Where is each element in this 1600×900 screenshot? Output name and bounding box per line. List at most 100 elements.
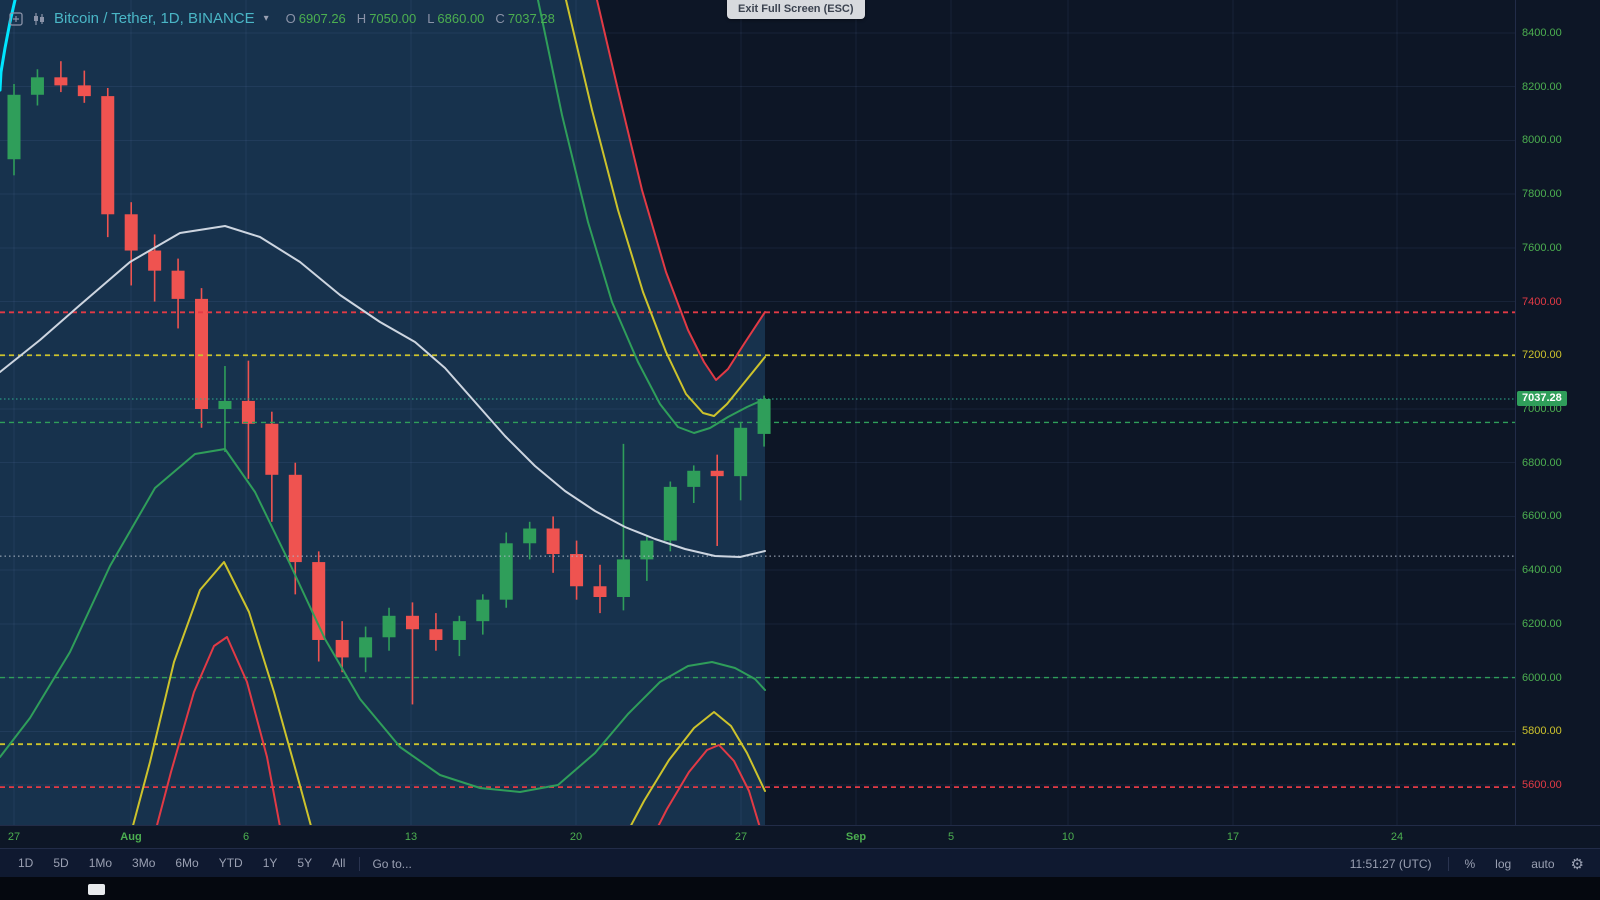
- candle-body: [757, 398, 771, 434]
- candle-body: [523, 528, 537, 544]
- timeframe-6mo[interactable]: 6Mo: [175, 856, 199, 870]
- price-tick-label: 7600.00: [1522, 241, 1562, 254]
- price-tick-label: 7800.00: [1522, 188, 1562, 201]
- candle-body: [405, 615, 419, 630]
- price-tick-label: 6600.00: [1522, 510, 1562, 523]
- candle-body: [687, 470, 701, 487]
- price-tick-label: 8400.00: [1522, 27, 1562, 39]
- candle-body: [77, 85, 91, 97]
- candle-body: [335, 639, 349, 658]
- timeframe-5y[interactable]: 5Y: [297, 856, 313, 870]
- price-tick-label: 7000.00: [1522, 403, 1562, 415]
- percent-scale-button[interactable]: %: [1464, 856, 1476, 871]
- price-tick-label: 6000.00: [1522, 671, 1562, 684]
- candle-body: [452, 621, 466, 640]
- candle-body: [101, 96, 115, 215]
- ohlc-high: H 7050.00: [356, 11, 417, 26]
- price-tick-label: 8200.00: [1522, 80, 1562, 93]
- candle-body: [640, 540, 654, 560]
- candle-body: [265, 423, 279, 475]
- timeframe-group: 1D 5D 1Mo 3Mo 6Mo YTD 1Y 5Y All: [0, 849, 355, 878]
- ohlc-close: C 7037.28: [495, 11, 555, 26]
- time-tick-label: 6: [242, 831, 250, 843]
- corner-cyan-curve: [0, 0, 17, 92]
- candle-body: [616, 559, 630, 597]
- timeframe-5d[interactable]: 5D: [53, 856, 69, 870]
- candle-body: [359, 637, 373, 658]
- timeframe-ytd[interactable]: YTD: [218, 856, 243, 870]
- time-tick-label: 10: [1061, 831, 1075, 843]
- candle-body: [312, 562, 326, 640]
- band-upper-red: [596, 0, 766, 381]
- price-tick-label: 7200.00: [1522, 349, 1562, 362]
- time-tick-label: 13: [404, 831, 418, 843]
- candle-body: [429, 629, 443, 640]
- candle-body: [148, 250, 162, 271]
- price-tick-label: 6200.00: [1522, 617, 1562, 630]
- candle-body: [171, 270, 185, 299]
- candle-body: [7, 94, 21, 160]
- candle-body: [710, 470, 724, 477]
- timeframe-1d[interactable]: 1D: [18, 856, 34, 870]
- candle-body: [499, 543, 513, 600]
- price-tick-label: 6400.00: [1522, 564, 1562, 577]
- price-tick-label: 5600.00: [1522, 779, 1562, 791]
- time-tick-label: 20: [569, 831, 583, 843]
- candle-body: [476, 599, 490, 622]
- bottom-strip-indicator: [88, 884, 105, 895]
- band-lower-yellow-left: [132, 561, 312, 825]
- band-upper-yellow: [565, 0, 766, 417]
- price-axis[interactable]: 8400.00 8200.00 8000.00 7800.00 7600.00 7400.…: [1515, 0, 1600, 825]
- time-tick-label: 27: [734, 831, 748, 843]
- candle-body: [124, 214, 138, 251]
- band-lower-green: [0, 448, 766, 793]
- price-tick-label: 8000.00: [1522, 134, 1562, 147]
- time-axis[interactable]: 27 Aug 6 13 20 27 Sep 5 10 17 24: [0, 825, 1600, 849]
- exit-fullscreen-tooltip: Exit Full Screen (ESC): [727, 0, 865, 19]
- time-tick-label: 5: [947, 831, 955, 843]
- band-fill-region: [0, 0, 765, 825]
- candle-body: [288, 474, 302, 563]
- chart-canvas[interactable]: [0, 0, 1515, 825]
- time-tick-label: Aug: [120, 831, 142, 843]
- candle-body: [382, 615, 396, 638]
- toolbar-right-group: 11:51:27 (UTC) % log auto ⚙: [1342, 855, 1600, 873]
- candle-body: [241, 400, 255, 424]
- candle-body: [593, 586, 607, 597]
- candle-body: [570, 554, 584, 587]
- candle-body: [734, 427, 748, 477]
- auto-scale-button[interactable]: auto: [1531, 856, 1555, 871]
- band-lower-yellow-right: [630, 711, 766, 825]
- chart-style-icon[interactable]: [31, 11, 47, 27]
- layout-grid-icon[interactable]: [8, 11, 24, 27]
- time-tick-label: 24: [1390, 831, 1404, 843]
- symbol-title[interactable]: Bitcoin / Tether, 1D, BINANCE: [54, 10, 255, 27]
- symbol-dropdown-caret[interactable]: ▾: [263, 13, 269, 24]
- price-tick-label: 7400.00: [1522, 295, 1562, 308]
- band-lower-red-left: [156, 636, 281, 825]
- timeframe-3mo[interactable]: 3Mo: [132, 856, 156, 870]
- band-upper-green: [537, 0, 766, 434]
- chart-svg: [0, 0, 1515, 825]
- candle-body: [218, 400, 232, 409]
- timeframe-1y[interactable]: 1Y: [262, 856, 278, 870]
- bottom-strip: [0, 877, 1600, 900]
- ohlc-open: O 6907.26: [285, 11, 346, 26]
- price-tick-label: 6800.00: [1522, 456, 1562, 469]
- goto-button[interactable]: Go to...: [372, 856, 412, 871]
- candle-body: [663, 486, 677, 541]
- candle-body: [195, 298, 209, 409]
- timeframe-1mo[interactable]: 1Mo: [88, 856, 113, 870]
- ohlc-readout: O 6907.26 H 7050.00 L 6860.00 C 7037.28: [286, 11, 555, 26]
- log-scale-button[interactable]: log: [1495, 856, 1512, 871]
- time-tick-label: 27: [7, 831, 21, 843]
- candle-body: [546, 528, 560, 555]
- timeframe-all[interactable]: All: [332, 856, 346, 870]
- ohlc-low: L 6860.00: [427, 11, 485, 26]
- bottom-toolbar: 1D 5D 1Mo 3Mo 6Mo YTD 1Y 5Y All Go to... 11:51:2…: [0, 848, 1600, 878]
- settings-gear-icon[interactable]: ⚙: [1570, 855, 1584, 873]
- moving-average-white: [0, 225, 766, 558]
- time-tick-label: 17: [1226, 831, 1240, 843]
- clock-utc[interactable]: 11:51:27 (UTC): [1349, 856, 1432, 871]
